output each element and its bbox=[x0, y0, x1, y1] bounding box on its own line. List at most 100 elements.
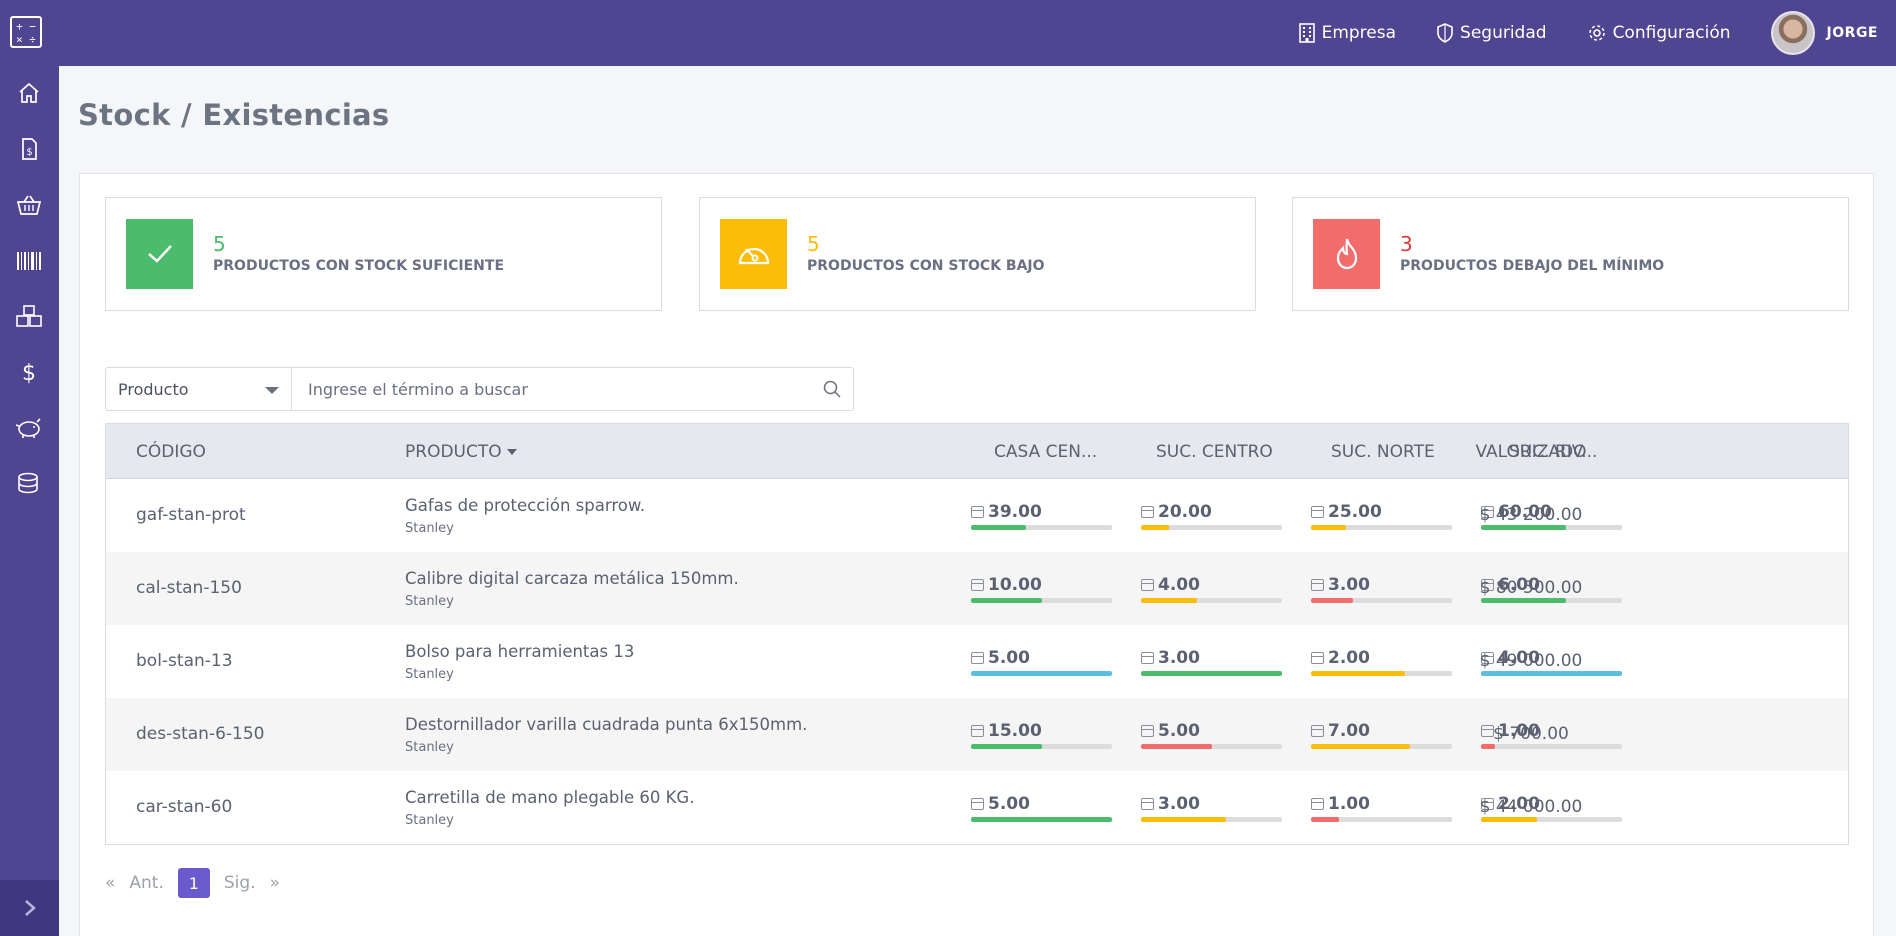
svg-text:$: $ bbox=[26, 147, 32, 158]
box-icon bbox=[1311, 725, 1324, 737]
stock-cell: 7.00 bbox=[1311, 721, 1452, 749]
table-row[interactable]: bol-stan-13 Bolso para herramientas 13 Sta… bbox=[106, 625, 1848, 698]
basket-icon[interactable] bbox=[14, 190, 44, 220]
cell-product[interactable]: Bolso para herramientas 13 bbox=[405, 642, 635, 661]
page-current[interactable]: 1 bbox=[177, 868, 210, 898]
dollar-icon[interactable]: $ bbox=[14, 357, 44, 387]
stock-level-fill bbox=[971, 671, 1112, 676]
stock-qty: 4.00 bbox=[1158, 575, 1200, 595]
avatar[interactable] bbox=[1770, 11, 1815, 55]
search-button[interactable] bbox=[811, 368, 853, 410]
table-header: CÓDIGO PRODUCTO CASA CEN... SUC. CENTRO … bbox=[106, 424, 1848, 479]
cell-valorizado: $ 43 200.00 bbox=[1479, 505, 1583, 525]
header-suc-centro[interactable]: SUC. CENTRO bbox=[1156, 442, 1273, 462]
stock-level-bar bbox=[971, 817, 1112, 822]
nav-configuracion[interactable]: Configuración bbox=[1587, 23, 1731, 43]
stock-cell: 3.00 bbox=[1141, 794, 1282, 822]
cell-product[interactable]: Gafas de protección sparrow. bbox=[405, 496, 646, 515]
box-icon bbox=[971, 652, 984, 664]
stat-card-below-min[interactable]: 3 PRODUCTOS DEBAJO DEL MÍNIMO bbox=[1292, 197, 1849, 311]
stock-cell: 4.00 bbox=[1141, 575, 1282, 603]
stock-level-fill bbox=[1311, 525, 1347, 530]
cell-product[interactable]: Destornillador varilla cuadrada punta 6x… bbox=[405, 715, 808, 734]
page-last[interactable]: » bbox=[269, 873, 281, 893]
table-row[interactable]: cal-stan-150 Calibre digital carcaza metá… bbox=[106, 552, 1848, 625]
calculator-logo-icon[interactable]: + − × ÷ bbox=[10, 16, 42, 48]
page-next[interactable]: Sig. bbox=[223, 873, 256, 893]
box-icon bbox=[1141, 579, 1154, 591]
cell-brand: Stanley bbox=[405, 594, 454, 609]
cell-code: gaf-stan-prot bbox=[136, 505, 246, 525]
stock-cell: 60.00 bbox=[1481, 502, 1622, 530]
stock-level-bar bbox=[971, 598, 1112, 603]
header-suc-rivera[interactable]: SUC. RIV... bbox=[1509, 442, 1598, 462]
page-first[interactable]: « bbox=[105, 873, 116, 893]
table-row[interactable]: des-stan-6-150 Destornillador varilla cua… bbox=[106, 698, 1848, 771]
home-icon[interactable] bbox=[14, 78, 44, 108]
nav-empresa[interactable]: Empresa bbox=[1298, 23, 1396, 43]
stock-qty: 5.00 bbox=[988, 794, 1030, 814]
stock-level-fill bbox=[1141, 744, 1212, 749]
stat-label: PRODUCTOS CON STOCK BAJO bbox=[807, 258, 1045, 274]
box-icon bbox=[971, 725, 984, 737]
stock-level-fill bbox=[1311, 817, 1340, 822]
cell-brand: Stanley bbox=[405, 813, 454, 828]
stock-level-fill bbox=[1141, 598, 1198, 603]
cell-product[interactable]: Carretilla de mano plegable 60 KG. bbox=[405, 788, 695, 807]
barcode-icon[interactable] bbox=[14, 246, 44, 276]
box-icon bbox=[1141, 798, 1154, 810]
piggy-bank-icon[interactable] bbox=[14, 413, 44, 443]
stock-level-bar bbox=[971, 744, 1112, 749]
nav-configuracion-label: Configuración bbox=[1612, 23, 1731, 43]
stock-level-bar bbox=[1311, 817, 1452, 822]
header-suc-norte[interactable]: SUC. NORTE bbox=[1331, 442, 1435, 462]
header-code[interactable]: CÓDIGO bbox=[136, 442, 206, 462]
page-prev[interactable]: Ant. bbox=[129, 873, 164, 893]
stock-cell: 15.00 bbox=[971, 721, 1112, 749]
cell-valorizado: $ 80 500.00 bbox=[1479, 578, 1583, 598]
user-name[interactable]: JORGE bbox=[1826, 25, 1878, 41]
stat-card-sufficient[interactable]: 5 PRODUCTOS CON STOCK SUFICIENTE bbox=[105, 197, 662, 311]
stock-cell: 2.00 bbox=[1481, 794, 1622, 822]
search-bar: Producto bbox=[105, 367, 854, 411]
stock-level-fill bbox=[1141, 817, 1226, 822]
stock-level-fill bbox=[1481, 671, 1622, 676]
nav-empresa-label: Empresa bbox=[1321, 23, 1397, 43]
invoice-icon[interactable]: $ bbox=[14, 134, 44, 164]
coins-icon[interactable] bbox=[14, 468, 44, 498]
boxes-icon[interactable] bbox=[14, 301, 44, 331]
box-icon bbox=[971, 579, 984, 591]
search-field-select[interactable]: Producto bbox=[106, 368, 292, 410]
stock-cell: 1.00 bbox=[1311, 794, 1452, 822]
cell-brand: Stanley bbox=[405, 740, 454, 755]
sidebar-toggle[interactable] bbox=[0, 880, 59, 936]
stock-cell: 10.00 bbox=[971, 575, 1112, 603]
header-product[interactable]: PRODUCTO bbox=[405, 442, 518, 462]
box-icon bbox=[1141, 652, 1154, 664]
header-casa-central[interactable]: CASA CEN... bbox=[994, 442, 1098, 462]
cell-valorizado: $ 700.00 bbox=[1493, 724, 1569, 744]
stock-level-bar bbox=[1311, 525, 1452, 530]
stock-level-bar bbox=[1481, 671, 1622, 676]
stock-qty: 15.00 bbox=[988, 721, 1042, 741]
search-field-selected: Producto bbox=[118, 379, 189, 399]
cell-product[interactable]: Calibre digital carcaza metálica 150mm. bbox=[405, 569, 739, 588]
stock-level-fill bbox=[971, 744, 1042, 749]
cell-brand: Stanley bbox=[405, 667, 454, 682]
table-row[interactable]: gaf-stan-prot Gafas de protección sparrow… bbox=[106, 479, 1848, 552]
stock-qty: 2.00 bbox=[1498, 794, 1540, 814]
stock-level-fill bbox=[971, 817, 1112, 822]
stock-level-bar bbox=[971, 671, 1112, 676]
header-valorizado[interactable]: VALORIZADO bbox=[1475, 442, 1587, 462]
stock-qty: 20.00 bbox=[1158, 502, 1212, 522]
nav-seguridad[interactable]: Seguridad bbox=[1436, 23, 1547, 43]
cell-valorizado: $ 49 000.00 bbox=[1479, 651, 1583, 671]
cell-code: des-stan-6-150 bbox=[136, 724, 265, 744]
cell-valorizado: $ 44 000.00 bbox=[1479, 797, 1583, 817]
stat-value: 5 bbox=[807, 232, 820, 256]
cell-code: bol-stan-13 bbox=[136, 651, 233, 671]
search-input[interactable] bbox=[292, 368, 811, 410]
sidebar: $ $ bbox=[0, 66, 59, 936]
table-row[interactable]: car-stan-60 Carretilla de mano plegable 6… bbox=[106, 771, 1848, 844]
stat-card-low[interactable]: 5 PRODUCTOS CON STOCK BAJO bbox=[699, 197, 1256, 311]
